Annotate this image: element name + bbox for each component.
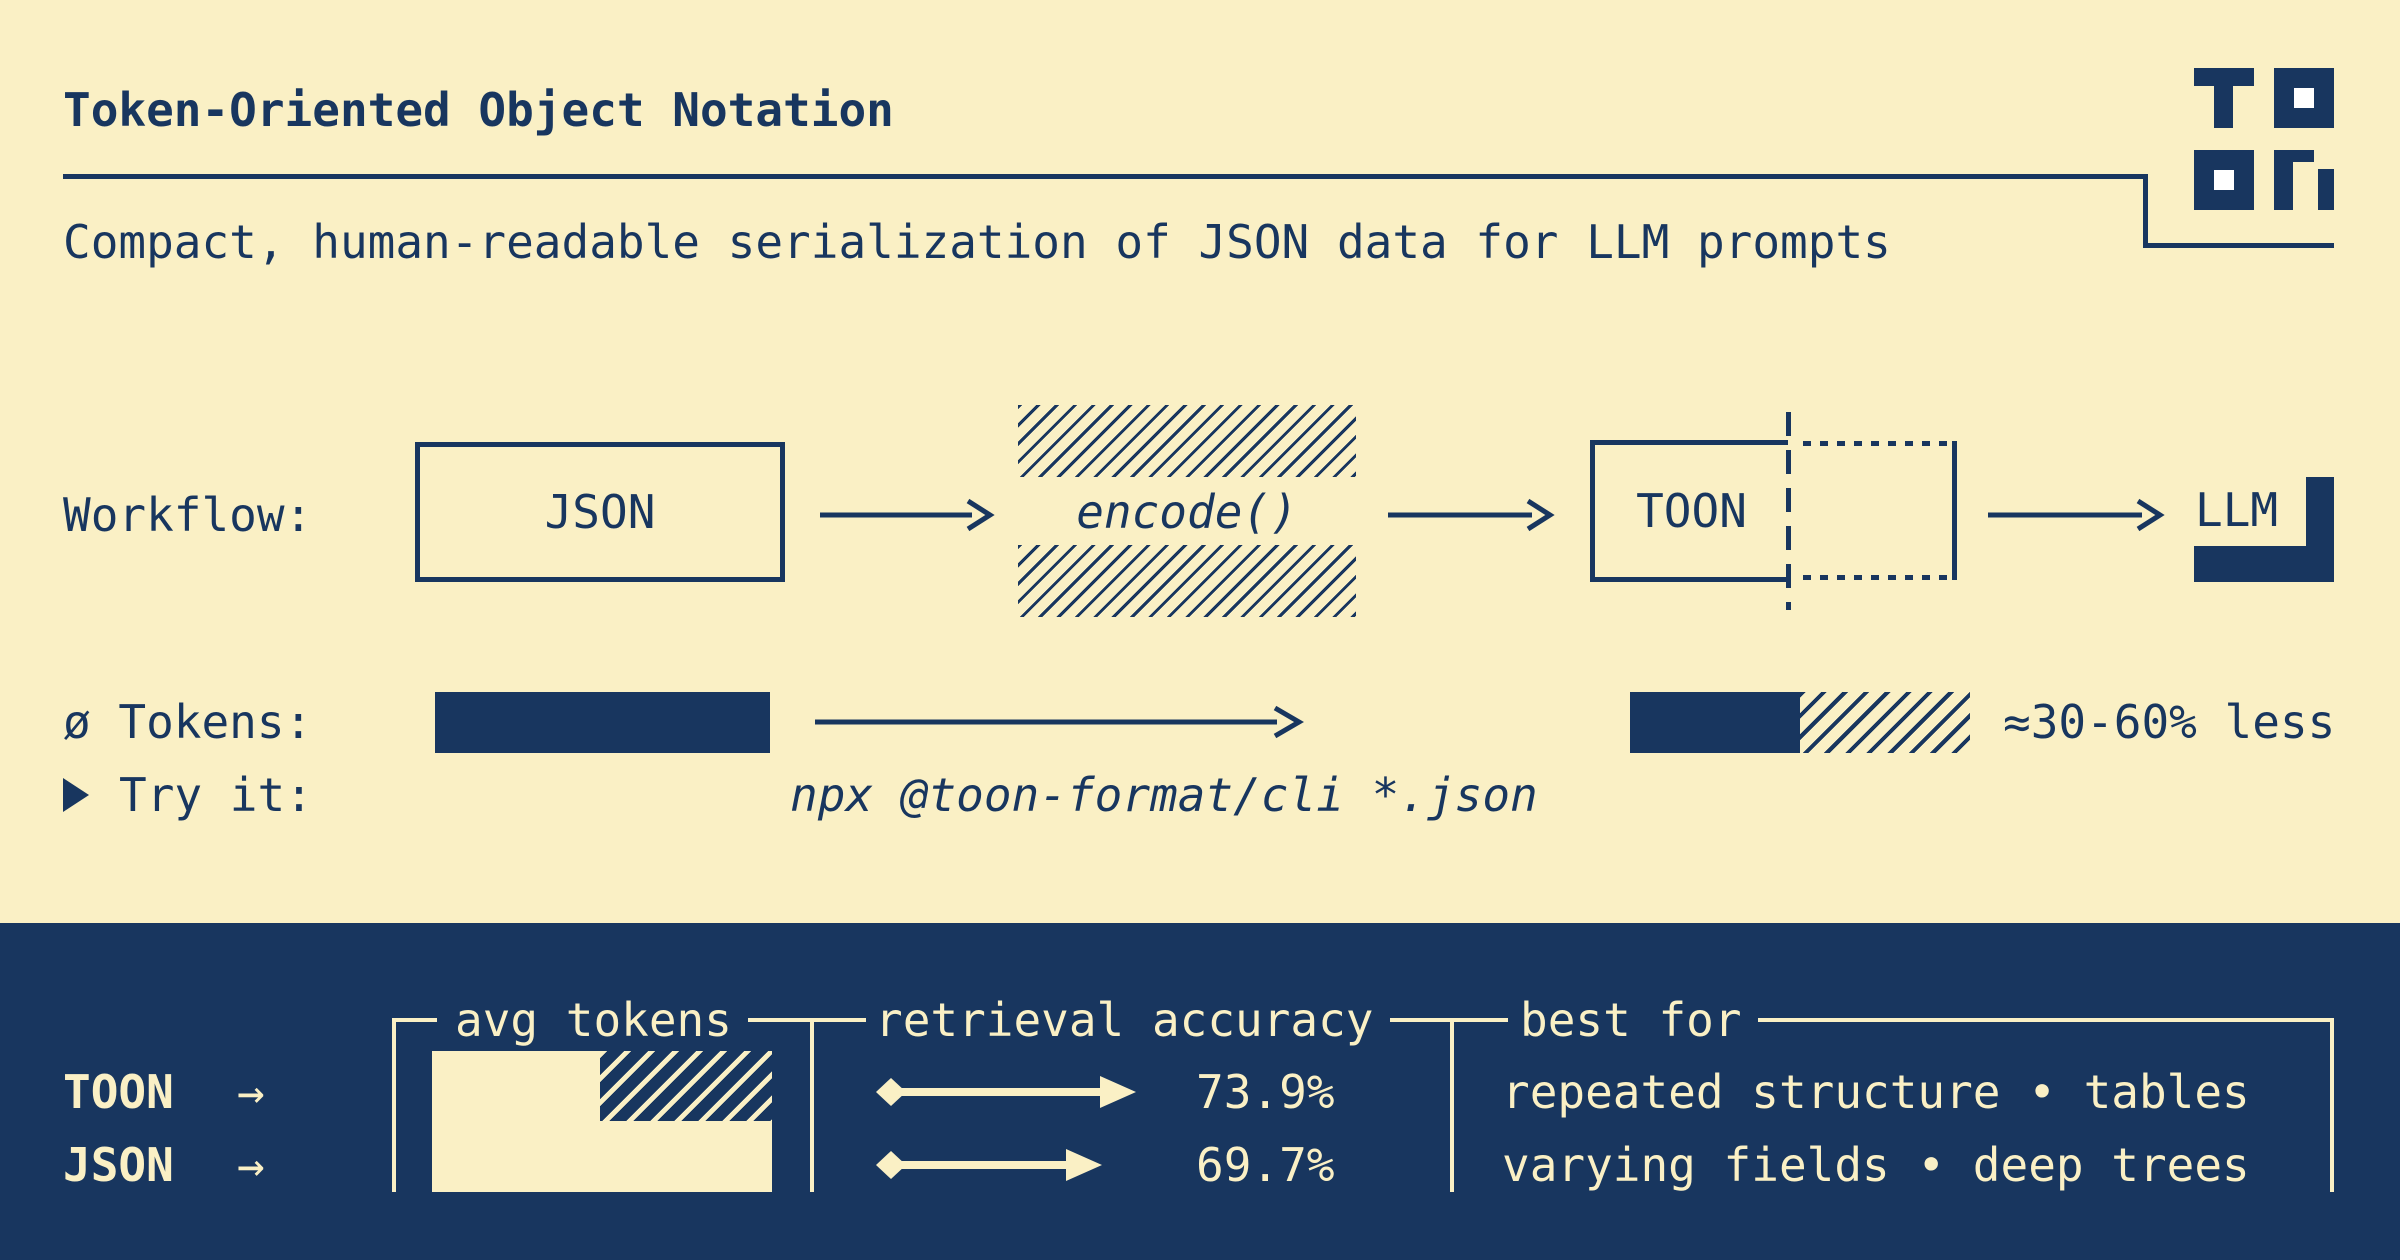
toon-logo-icon — [2194, 68, 2334, 210]
tokens-bar-toon-saved-hatch — [1800, 692, 1970, 753]
avg-tokens-bar-json — [432, 1121, 772, 1192]
tokens-label: ø Tokens: — [63, 695, 313, 749]
logo-hole-2 — [2214, 170, 2234, 190]
arrow-encode-to-toon — [1388, 498, 1555, 532]
row-label-toon: TOON — [63, 1065, 174, 1119]
best-for-json: varying fields • deep trees — [1502, 1138, 2250, 1192]
toon-cut-dashed-line — [1786, 412, 1791, 610]
tokens-bar-json — [435, 692, 770, 753]
header-seg-2 — [1390, 1018, 1508, 1022]
column-divider-2 — [810, 1018, 814, 1192]
column-divider-3 — [1450, 1018, 1454, 1192]
logo-hole-1 — [2294, 88, 2314, 108]
json-box: JSON — [415, 442, 785, 582]
arrow-toon-to-llm — [1988, 498, 2165, 532]
play-icon — [63, 778, 89, 812]
toon-box-label: TOON — [1636, 484, 1747, 538]
accuracy-value-toon: 73.9% — [1196, 1065, 1335, 1119]
dotted-box-bottom — [1803, 575, 1957, 580]
page-subtitle: Compact, human-readable serialization of… — [63, 215, 1891, 269]
llm-bracket-horizontal — [2194, 546, 2334, 582]
encode-fn-label: encode() — [1076, 485, 1298, 539]
row-arrow-toon: → — [237, 1065, 265, 1119]
logo-letter-t — [2194, 68, 2254, 128]
header-rule-under-logo — [2143, 243, 2334, 248]
arrow-json-to-encode — [820, 498, 995, 532]
column-header-avg-tokens: avg tokens — [455, 993, 732, 1047]
llm-label: LLM — [2195, 483, 2279, 537]
avg-tokens-bar-toon-saved-hatch — [600, 1051, 772, 1121]
column-divider-1 — [392, 1018, 396, 1192]
header-rule — [63, 174, 2148, 179]
row-label-json: JSON — [63, 1138, 174, 1192]
best-for-toon: repeated structure • tables — [1502, 1065, 2250, 1119]
header-seg-1 — [748, 1018, 866, 1022]
column-header-best-for: best for — [1520, 993, 1742, 1047]
header-seg-3 — [1758, 1018, 2334, 1022]
arrow-tokens-shrink — [815, 705, 1304, 739]
accuracy-arrow-json — [876, 1149, 1102, 1181]
dotted-box-top — [1803, 441, 1957, 446]
header-rule-step — [2143, 174, 2148, 248]
try-it-command: npx @toon-format/cli *.json — [790, 768, 1538, 822]
logo-letter-n — [2274, 150, 2334, 210]
tokens-bar-toon-solid — [1630, 692, 1800, 753]
toon-box: TOON — [1590, 440, 1788, 582]
row-arrow-json: → — [237, 1138, 265, 1192]
tokens-savings-label: ≈30-60% less — [2003, 695, 2336, 749]
toon-saved-dotted-box — [1803, 441, 1957, 580]
try-it-label: Try it: — [119, 768, 313, 822]
column-header-retrieval-accuracy: retrieval accuracy — [875, 993, 1374, 1047]
encode-hatch-top — [1018, 405, 1356, 477]
json-box-label: JSON — [544, 485, 656, 539]
encode-hatch-bottom — [1018, 545, 1356, 617]
header-corner-right — [2330, 1018, 2334, 1192]
avg-tokens-bar-toon-solid — [432, 1051, 600, 1121]
workflow-label: Workflow: — [63, 488, 313, 542]
header-corner-left — [392, 1018, 437, 1022]
page-title: Token-Oriented Object Notation — [63, 83, 894, 137]
accuracy-value-json: 69.7% — [1196, 1138, 1335, 1192]
benchmark-panel: avg tokens retrieval accuracy best for T… — [0, 923, 2400, 1260]
dotted-box-right-edge — [1952, 441, 1957, 580]
accuracy-arrow-toon — [876, 1076, 1136, 1108]
